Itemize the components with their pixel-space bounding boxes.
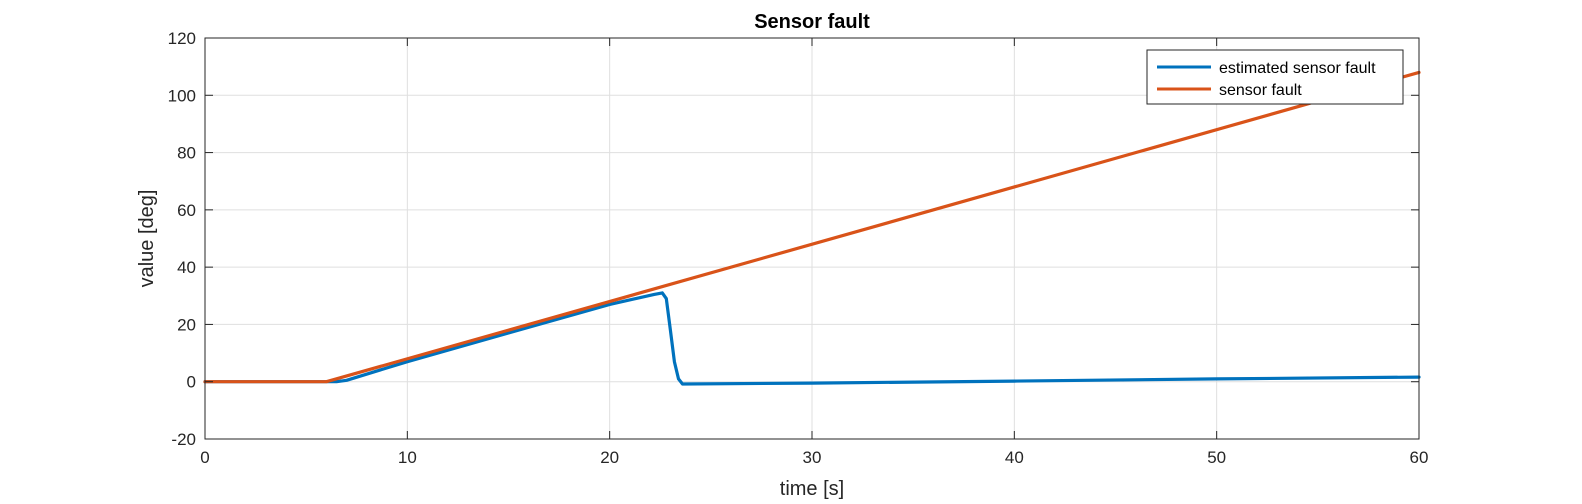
y-tick-label: 120 <box>168 29 196 48</box>
y-axis-label: value [deg] <box>136 190 158 288</box>
y-tick-label: -20 <box>171 430 196 449</box>
y-tick-label: 80 <box>177 144 196 163</box>
legend: estimated sensor fault sensor fault <box>1146 49 1404 105</box>
legend-label-sensor-fault: sensor fault <box>1219 82 1302 99</box>
series-line-estimated-sensor-fault <box>203 291 1421 386</box>
x-tick-label: 30 <box>803 448 822 467</box>
x-tick-label: 0 <box>200 448 209 467</box>
x-tick-label: 10 <box>398 448 417 467</box>
x-tick-label: 50 <box>1207 448 1226 467</box>
series-line-sensor-fault <box>203 70 1421 384</box>
x-tick-label: 20 <box>600 448 619 467</box>
x-tick-label: 40 <box>1005 448 1024 467</box>
legend-box <box>1146 49 1404 105</box>
x-axis-label: time [s] <box>780 478 844 500</box>
legend-label-estimated-sensor-fault: estimated sensor fault <box>1219 60 1376 77</box>
y-tick-label: 20 <box>177 315 196 334</box>
y-tick-label: 60 <box>177 201 196 220</box>
y-tick-label: 100 <box>168 86 196 105</box>
series-layer <box>203 70 1421 386</box>
y-tick-label: 40 <box>177 258 196 277</box>
x-tick-label: 60 <box>1410 448 1429 467</box>
chart-title: Sensor fault <box>754 11 870 33</box>
y-tick-label: 0 <box>187 373 196 392</box>
